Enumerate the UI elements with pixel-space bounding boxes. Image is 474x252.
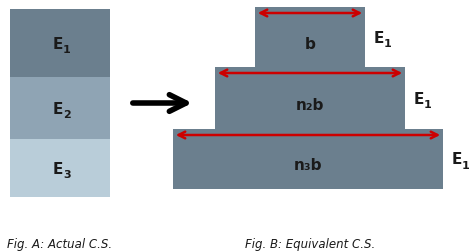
Text: b: b: [305, 36, 315, 51]
Bar: [10, 139, 110, 197]
Bar: [10, 78, 110, 139]
Text: E: E: [53, 101, 63, 116]
Text: 1: 1: [384, 39, 392, 49]
Bar: [215, 68, 405, 130]
Text: E: E: [374, 30, 384, 45]
Text: E: E: [53, 161, 63, 176]
Bar: [173, 130, 443, 189]
Text: n₂b: n₂b: [296, 97, 324, 112]
Text: 1: 1: [63, 45, 71, 55]
Text: 1: 1: [424, 100, 432, 110]
Text: Fig. A: Actual C.S.: Fig. A: Actual C.S.: [8, 238, 112, 250]
Bar: [10, 10, 110, 78]
Text: 1: 1: [462, 160, 470, 170]
Text: E: E: [452, 152, 462, 167]
Text: n₃b: n₃b: [294, 158, 322, 173]
Text: 2: 2: [63, 110, 71, 119]
Text: 3: 3: [63, 169, 71, 179]
Bar: [255, 8, 365, 68]
Text: E: E: [53, 36, 63, 51]
Text: E: E: [414, 91, 424, 106]
Text: Fig. B: Equivalent C.S.: Fig. B: Equivalent C.S.: [245, 238, 375, 250]
